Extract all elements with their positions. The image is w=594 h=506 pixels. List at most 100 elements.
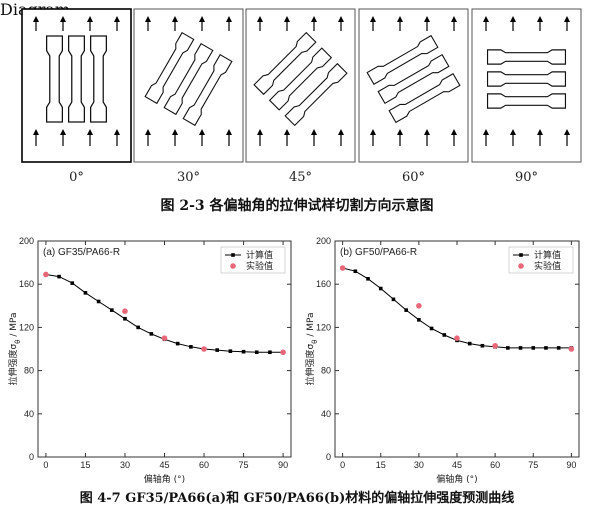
calculated-point [241,349,246,354]
x-tick-label: 90 [278,460,288,470]
specimen-outline [67,35,86,123]
specimen-outline [182,53,233,127]
calculated-point [506,346,510,350]
specimen-outline [377,53,450,105]
y-tick-label: 200 [316,236,331,246]
y-tick-label: 0 [29,452,34,462]
calculated-point [442,333,447,337]
load-arrow-head [338,129,344,135]
specimen-outline [486,71,567,87]
experimental-point [454,335,460,341]
specimen-outline [388,73,461,124]
calculated-point [480,343,485,348]
panel-45deg: 45° [245,8,356,185]
calculated-point [189,345,193,349]
plot-frame [334,240,580,458]
load-arrow-head [33,129,39,135]
y-tick-label: 120 [19,322,34,332]
calculated-point [96,299,101,304]
calculated-point [83,291,88,295]
x-tick-label: 45 [159,460,169,470]
x-tick-label: 60 [490,460,500,470]
legend-box [220,246,286,274]
x-tick-label: 90 [566,460,576,470]
panel-30deg: 30° [133,8,244,185]
specimen-outline [45,35,64,123]
specimen-outline [163,42,214,116]
load-arrow-head [537,16,543,22]
experimental-point [416,303,422,309]
calculated-point [136,325,140,330]
load-arrow-head [87,16,93,22]
angle-label: 0° [69,170,84,185]
calculated-point [518,346,523,350]
x-tick-label: 75 [239,460,249,470]
calculated-point [429,326,434,331]
chart-title: (b) GF50/PA66-R [340,247,417,258]
figure-2-3-caption: 图 2-3 各偏轴角的拉伸试样切割方向示意图 [160,198,434,214]
experimental-point [280,349,286,356]
calculated-point [57,274,61,279]
load-arrow-head [510,129,516,135]
plot-frame [37,240,292,458]
load-arrow-head [338,16,344,22]
y-tick-label: 160 [316,279,331,289]
x-tick-label: 15 [80,460,90,470]
specimen-outline [486,49,567,65]
x-tick-label: 60 [199,460,209,470]
load-arrow-head [311,16,317,22]
experimental-point [339,265,346,271]
calculated-point [268,350,272,355]
load-arrow-head [114,129,120,135]
panel-0deg: 0° [21,8,132,185]
y-tick-label: 80 [321,366,331,376]
specimen-outline [366,34,439,85]
y-tick-label: 200 [19,236,34,246]
x-tick-label: 0 [340,460,345,470]
calculated-point [175,341,180,346]
specimen-outline [144,31,195,105]
y-tick-label: 40 [24,409,34,419]
load-arrow-head [483,129,489,135]
load-arrow-head [114,16,120,22]
calculated-point [149,332,154,336]
load-arrow-head [564,129,570,135]
angle-label: 90° [515,170,538,185]
calculated-point [123,316,127,321]
calculated-point [378,286,383,291]
specimen-outline [89,35,108,123]
calculated-point [353,269,358,274]
calculated-point [531,346,536,350]
calculated-point [215,348,220,352]
load-arrow-head [424,129,430,135]
y-tick-label: 0 [326,452,331,462]
load-arrow-head [199,129,205,135]
load-arrow-head [257,16,263,22]
load-arrow-head [257,129,263,135]
y-tick-label: 40 [321,409,331,419]
legend-marker [231,253,235,257]
legend-label: 计算值 [534,249,561,261]
experimental-point [43,271,49,278]
specimen-outline [268,47,333,111]
x-tick-label: 75 [528,460,538,470]
y-axis-label: 拉伸强度σθ / MPa [304,312,319,385]
legend-label: 实验值 [534,260,561,272]
calculated-point [366,277,370,281]
y-tick-label: 80 [24,366,34,376]
load-arrow-head [483,16,489,22]
load-arrow-head [397,16,403,22]
specimen-outline [253,31,317,96]
load-arrow-head [33,16,39,22]
angle-label: 30° [177,170,200,185]
calculated-point [417,318,421,322]
angle-label: 60° [402,170,425,185]
load-arrow-head [226,129,232,135]
strength-charts: 0 40 80 120 160 200 0 15 30 45 60 75 90 (a) GF35/PA66… [7,236,580,485]
load-arrow-head [451,129,457,135]
x-tick-label: 30 [414,460,424,470]
load-arrow-head [451,16,457,22]
experimental-point [492,342,498,349]
